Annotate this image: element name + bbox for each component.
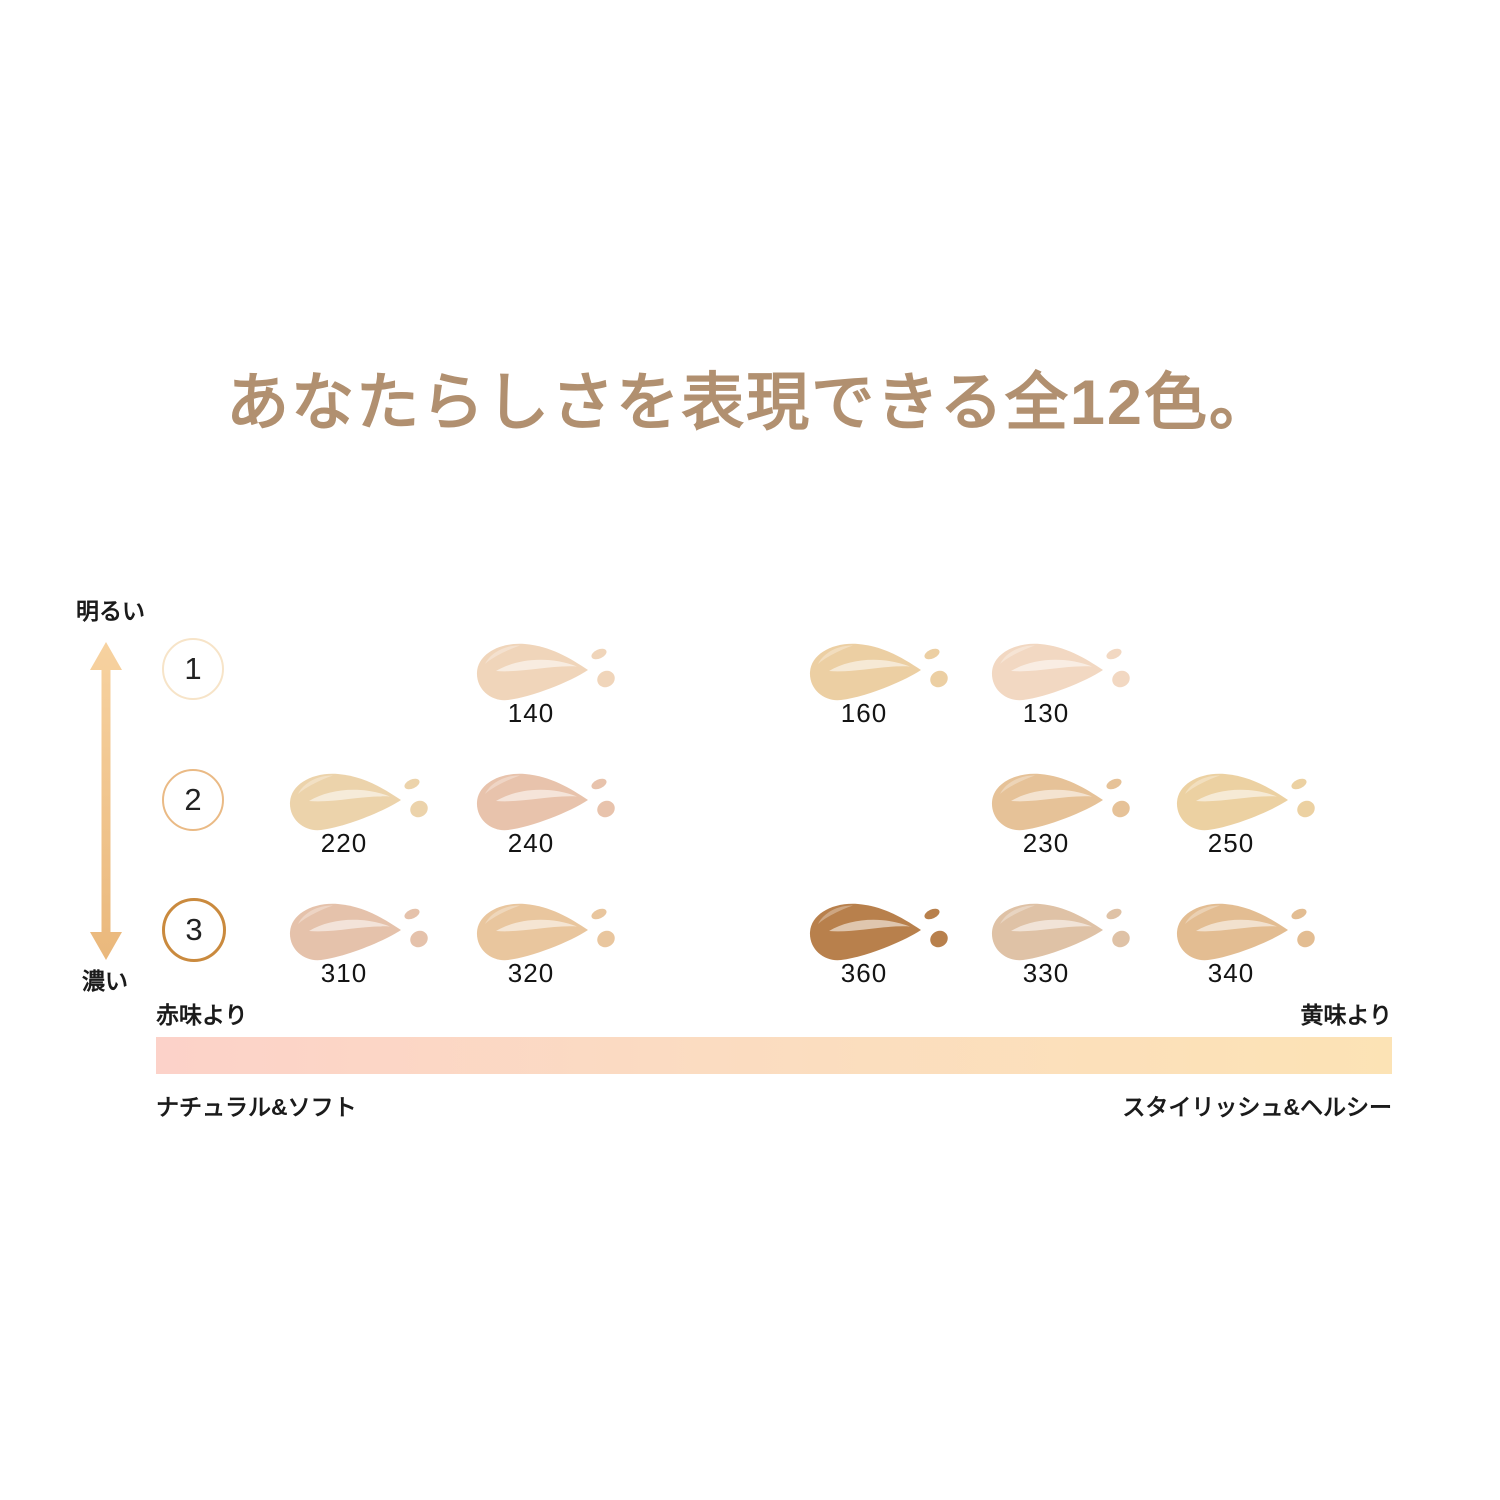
x-axis-right-sublabel: スタイリッシュ&ヘルシー: [1122, 1094, 1392, 1120]
shade-swatch-220: 220: [283, 764, 433, 864]
level-2-number: 2: [184, 782, 202, 817]
shade-number: 340: [1207, 958, 1255, 988]
level-3-badge: 3: [162, 898, 226, 962]
brightness-axis-arrow-icon: [90, 642, 122, 960]
page-title: あなたらしさを表現できる全12色。: [226, 368, 1274, 438]
shade-swatch-130: 130: [985, 634, 1135, 734]
shade-number: 130: [1022, 698, 1070, 728]
undertone-gradient-bar: [156, 1037, 1392, 1074]
shade-number: 220: [320, 828, 368, 858]
shade-swatch-140: 140: [470, 634, 620, 734]
shade-swatch-310: 310: [283, 894, 433, 994]
shade-number: 230: [1022, 828, 1070, 858]
level-1-number: 1: [184, 651, 202, 686]
y-axis-bottom-label: 濃い: [82, 968, 128, 994]
level-1-badge: 1: [162, 638, 224, 700]
shade-swatch-250: 250: [1170, 764, 1320, 864]
shade-swatch-240: 240: [470, 764, 620, 864]
shade-swatch-160: 160: [803, 634, 953, 734]
shade-swatch-230: 230: [985, 764, 1135, 864]
level-3-number: 3: [185, 912, 203, 947]
shade-number: 140: [507, 698, 555, 728]
level-2-badge: 2: [162, 769, 224, 831]
shade-number: 310: [320, 958, 368, 988]
shade-swatch-340: 340: [1170, 894, 1320, 994]
shade-number: 250: [1207, 828, 1255, 858]
y-axis-top-label: 明るい: [76, 598, 145, 624]
shade-number: 240: [507, 828, 555, 858]
shade-number: 330: [1022, 958, 1070, 988]
shade-number: 160: [840, 698, 888, 728]
x-axis-left-label: 赤味より: [156, 1002, 248, 1028]
x-axis-left-sublabel: ナチュラル&ソフト: [156, 1094, 357, 1120]
x-axis-right-label: 黄味より: [1300, 1002, 1392, 1028]
shade-swatch-360: 360: [803, 894, 953, 994]
shade-number: 360: [840, 958, 888, 988]
shade-swatch-330: 330: [985, 894, 1135, 994]
shade-swatch-320: 320: [470, 894, 620, 994]
shade-number: 320: [507, 958, 555, 988]
